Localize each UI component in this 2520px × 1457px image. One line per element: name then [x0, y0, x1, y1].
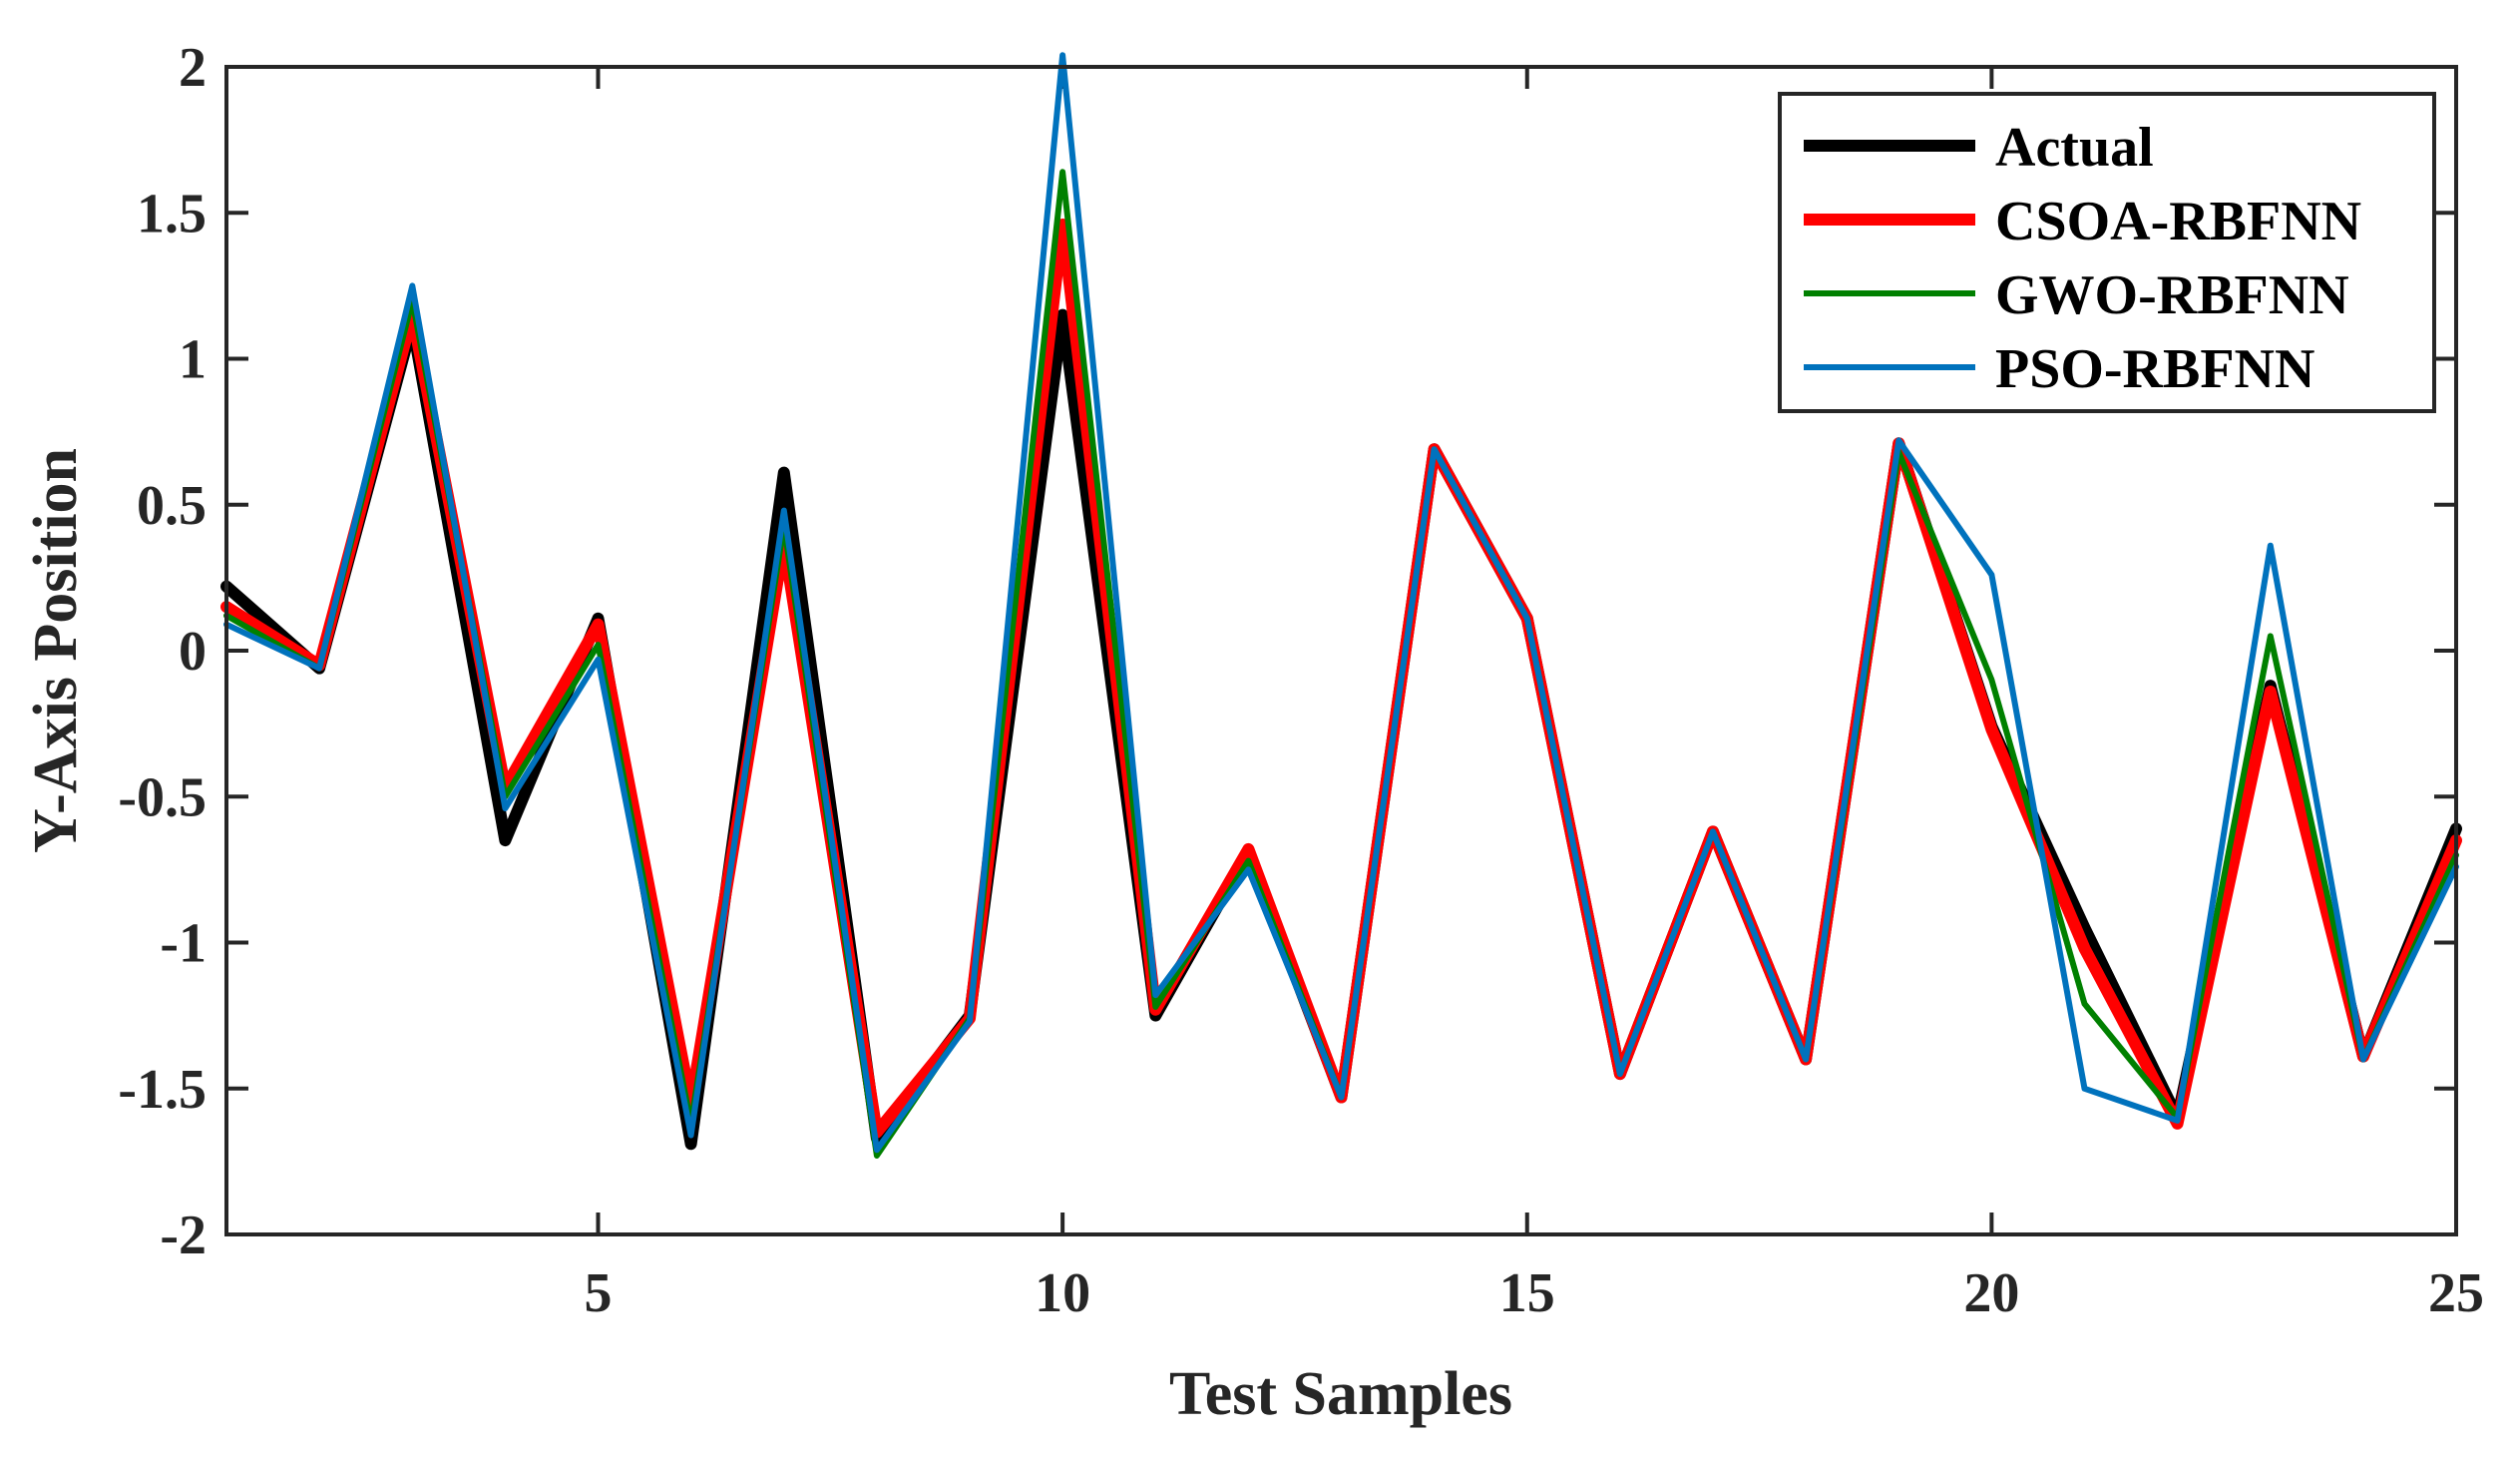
- y-tick-label: -0.5: [118, 766, 207, 828]
- series-line-pso-rbfnn: [223, 52, 2459, 1154]
- y-tick-label: -1: [160, 913, 207, 975]
- legend-entries: Actual CSOA-RBFNN GWO-RBFNN PSO-RBFNN: [1804, 117, 2361, 400]
- x-tick-label: 25: [2428, 1262, 2484, 1324]
- legend-label-csoa-rbfnn: CSOA-RBFNN: [1995, 191, 2361, 252]
- y-tick-labels: -2 -1.5 -1 -0.5 0 0.5 1 1.5 2: [118, 37, 207, 1266]
- y-tick-label: 1: [179, 329, 207, 391]
- y-tick-label: 0: [179, 621, 207, 683]
- x-tick-label: 5: [585, 1262, 613, 1324]
- x-axis-label: Test Samples: [1169, 1360, 1512, 1428]
- legend-label-pso-rbfnn: PSO-RBFNN: [1995, 338, 2314, 400]
- x-tick-labels: 5 10 15 20 25: [585, 1262, 2485, 1324]
- x-tick-label: 20: [1963, 1262, 2019, 1324]
- y-axis-label: Y-Axis Position: [22, 448, 90, 853]
- y-tick-label: -2: [160, 1205, 207, 1266]
- y-tick-label: 2: [179, 37, 207, 99]
- x-tick-label: 10: [1035, 1262, 1090, 1324]
- legend-label-actual: Actual: [1995, 117, 2154, 179]
- series-lines: [220, 52, 2462, 1159]
- legend-label-gwo-rbfnn: GWO-RBFNN: [1995, 264, 2349, 326]
- plot-area-border: [224, 65, 2458, 1236]
- y-tick-label: 0.5: [137, 475, 207, 537]
- legend: Actual CSOA-RBFNN GWO-RBFNN PSO-RBFNN: [1778, 92, 2436, 413]
- x-tick-label: 15: [1499, 1262, 1555, 1324]
- y-tick-label: -1.5: [118, 1059, 207, 1121]
- y-tick-label: 1.5: [137, 183, 207, 244]
